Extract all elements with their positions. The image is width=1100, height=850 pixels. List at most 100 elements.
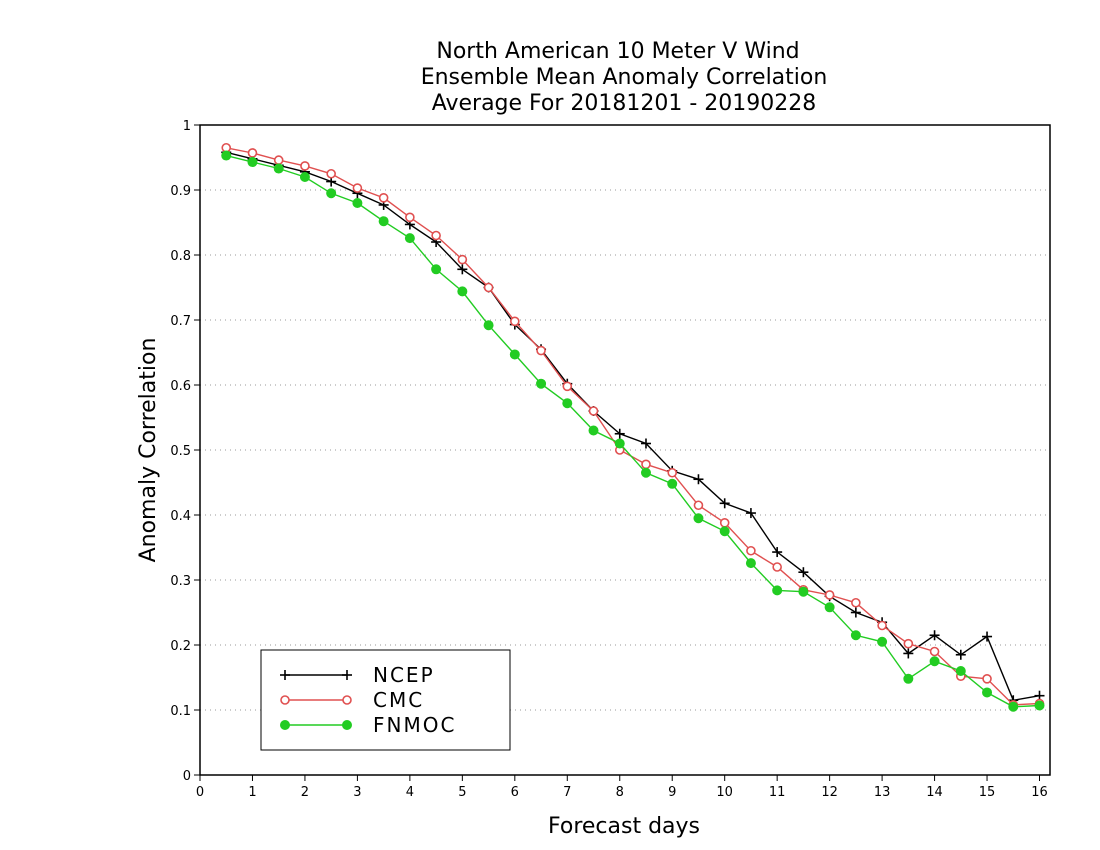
data-point xyxy=(850,607,861,618)
series-group xyxy=(221,142,1045,712)
data-point xyxy=(247,148,258,158)
data-point xyxy=(342,670,352,680)
data-point xyxy=(1008,701,1019,712)
data-point xyxy=(851,597,861,608)
data-point xyxy=(562,398,573,409)
data-point xyxy=(457,254,468,265)
data-point xyxy=(877,636,888,647)
x-axis: 0 1 2 3 4 5 6 7 8 9 10 11 12 13 14 15 16 xyxy=(196,775,1048,800)
data-point xyxy=(588,406,599,416)
y-tick-label: 0.5 xyxy=(170,444,191,459)
data-point xyxy=(877,620,887,631)
data-point xyxy=(247,157,258,168)
y-tick-label: 0.7 xyxy=(170,314,191,329)
data-point xyxy=(221,150,232,161)
legend-label: FNMOC xyxy=(373,713,456,737)
data-point xyxy=(929,630,940,641)
data-point xyxy=(483,282,494,293)
data-point xyxy=(719,517,730,528)
data-point xyxy=(693,500,704,511)
data-point xyxy=(326,168,336,179)
data-point xyxy=(824,602,835,613)
series-line-fnmoc xyxy=(226,154,1040,708)
data-point xyxy=(342,695,352,705)
data-point xyxy=(955,649,966,660)
data-point xyxy=(378,216,389,227)
data-point xyxy=(588,425,599,436)
legend-item-ncep: NCEP xyxy=(280,663,435,687)
data-point xyxy=(693,474,704,485)
x-tick-label: 5 xyxy=(458,785,466,800)
series-fnmoc xyxy=(221,150,1045,712)
data-point xyxy=(850,630,861,641)
data-point xyxy=(273,163,284,174)
data-point xyxy=(667,467,678,478)
legend-item-cmc: CMC xyxy=(280,688,424,712)
data-point xyxy=(300,161,310,171)
y-tick-label: 0.1 xyxy=(170,704,191,719)
data-point xyxy=(536,378,547,389)
data-point xyxy=(352,198,363,208)
data-point xyxy=(457,286,468,297)
x-tick-label: 13 xyxy=(874,785,891,800)
data-point xyxy=(640,467,651,478)
data-point xyxy=(614,428,625,439)
x-tick-label: 15 xyxy=(979,785,996,800)
chart-title: North American 10 Meter V Wind Ensemble … xyxy=(421,39,828,116)
data-point xyxy=(798,567,809,578)
x-tick-label: 1 xyxy=(248,785,256,800)
x-tick-label: 6 xyxy=(511,785,519,800)
x-tick-label: 7 xyxy=(563,785,571,800)
data-point xyxy=(772,547,783,558)
data-point xyxy=(667,478,678,489)
data-point xyxy=(457,264,468,275)
data-point xyxy=(772,585,783,596)
data-point xyxy=(772,562,782,572)
data-point xyxy=(640,438,651,449)
data-point xyxy=(641,459,651,470)
data-point xyxy=(955,666,966,676)
y-axis-title: Anomaly Correlation xyxy=(136,338,161,563)
x-tick-label: 12 xyxy=(821,785,838,800)
data-point xyxy=(982,631,993,642)
data-point xyxy=(405,212,415,223)
x-tick-label: 9 xyxy=(668,785,676,800)
data-point xyxy=(745,508,756,519)
x-tick-label: 14 xyxy=(926,785,943,800)
data-point xyxy=(745,558,756,569)
legend-item-fnmoc: FNMOC xyxy=(280,713,456,737)
y-tick-label: 0.2 xyxy=(170,639,191,654)
data-point xyxy=(719,526,730,537)
series-line-ncep xyxy=(226,151,1040,702)
data-point xyxy=(903,648,914,659)
data-point xyxy=(509,349,520,360)
x-tick-label: 4 xyxy=(406,785,414,800)
y-tick-label: 0.6 xyxy=(170,379,191,394)
data-point xyxy=(693,513,704,524)
legend-label: CMC xyxy=(373,688,424,712)
y-axis: 0 0.1 0.2 0.3 0.4 0.5 0.6 0.7 0.8 0.9 1 xyxy=(170,119,200,784)
title-line-2: Ensemble Mean Anomaly Correlation xyxy=(421,65,828,90)
data-point xyxy=(431,230,441,241)
series-cmc xyxy=(221,142,1045,710)
data-point xyxy=(431,264,442,275)
x-axis-title: Forecast days xyxy=(548,814,700,839)
legend-label: NCEP xyxy=(373,663,435,687)
x-tick-label: 8 xyxy=(616,785,624,800)
x-tick-label: 11 xyxy=(769,785,786,800)
data-point xyxy=(982,687,993,698)
data-point xyxy=(824,590,835,600)
data-point xyxy=(719,498,730,509)
data-point xyxy=(929,646,940,657)
data-point xyxy=(614,438,625,449)
y-tick-label: 0.8 xyxy=(170,249,191,264)
x-tick-label: 0 xyxy=(196,785,204,800)
y-tick-label: 0 xyxy=(183,769,191,784)
title-line-1: North American 10 Meter V Wind xyxy=(436,39,799,64)
data-point xyxy=(1034,700,1045,711)
data-point xyxy=(280,670,290,680)
data-point xyxy=(929,656,940,667)
data-point xyxy=(536,345,546,356)
y-tick-label: 1 xyxy=(183,119,191,134)
